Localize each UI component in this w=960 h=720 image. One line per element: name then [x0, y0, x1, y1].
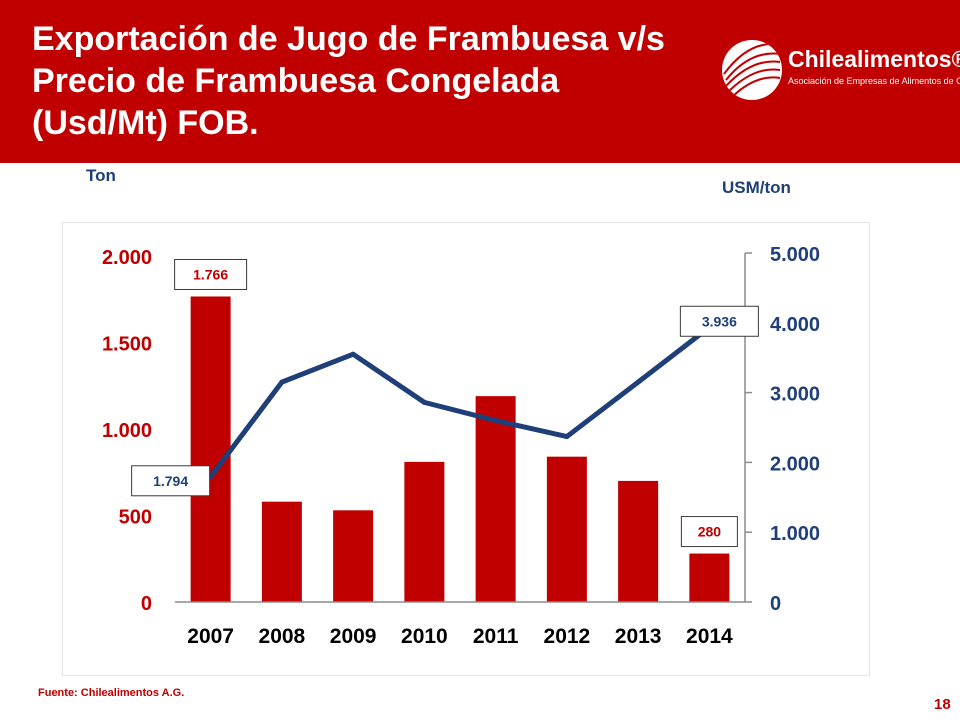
bar — [618, 480, 659, 602]
data-label-text: 280 — [698, 524, 722, 540]
x-axis-tick-label: 2007 — [187, 625, 234, 648]
logo-tagline: Asociación de Empresas de Alimentos de C… — [788, 76, 960, 86]
data-label-box — [131, 465, 211, 497]
x-axis-labels: 2007 2008 2009 2010 2011 2012 2013 2014 — [187, 625, 733, 648]
source-note: Fuente: Chilealimentos A.G. — [38, 687, 185, 699]
right-axis-tick-label: 3.000 — [770, 384, 820, 406]
bar — [190, 296, 231, 602]
data-label: 1.794 — [131, 465, 211, 497]
data-label-box — [174, 258, 248, 290]
right-axis-unit-label: USM/ton — [722, 178, 791, 197]
right-axis-tick-label: 5.000 — [770, 244, 820, 266]
price-line-series — [208, 324, 712, 480]
left-axis-tick-label: 1.500 — [102, 334, 152, 356]
data-label-box — [680, 516, 738, 548]
bar — [404, 461, 445, 602]
right-axis-tick-label: 0 — [770, 593, 781, 615]
left-axis-tick-label: 0 — [141, 593, 152, 615]
left-axis-unit-label: Ton — [86, 166, 116, 185]
right-axis-tick-label: 4.000 — [770, 314, 820, 336]
line-point — [350, 351, 356, 357]
bar — [475, 396, 516, 602]
x-axis-tick-label: 2013 — [615, 625, 662, 648]
logo-icon — [722, 40, 782, 100]
line-point — [279, 379, 285, 385]
data-label: 3.936 — [679, 305, 759, 337]
x-axis-tick-label: 2014 — [686, 625, 733, 648]
logo-name: Chilealimentos® — [788, 46, 960, 72]
data-label-text: 1.794 — [153, 473, 188, 489]
bar-series — [190, 296, 730, 602]
x-axis-tick-label: 2011 — [473, 625, 519, 648]
x-axis-tick-label: 2009 — [330, 625, 377, 648]
price-line — [208, 324, 712, 480]
bar — [333, 510, 374, 602]
title-banner — [0, 0, 960, 163]
x-axis-tick-label: 2010 — [401, 625, 448, 648]
chart-frame — [62, 222, 870, 676]
line-point — [564, 434, 570, 440]
right-axis-tick-label: 1.000 — [770, 523, 820, 545]
x-axis-tick-label: 2008 — [259, 625, 306, 648]
left-axis-tick-label: 2.000 — [102, 247, 152, 269]
right-axis-tick-label: 2.000 — [770, 453, 820, 475]
left-axis: 0 500 1.000 1.500 2.000 — [102, 247, 152, 615]
line-point — [635, 379, 641, 385]
data-label-text: 3.936 — [702, 313, 737, 329]
bar — [546, 456, 587, 602]
data-label-boxes: 1.766 280 1.794 3.936 — [131, 258, 759, 548]
data-label: 280 — [680, 516, 738, 548]
bar — [689, 553, 730, 602]
data-label-box — [679, 305, 759, 337]
slide-title: Exportación de Jugo de Frambuesa v/s Pre… — [32, 20, 665, 142]
line-point — [493, 418, 499, 424]
x-axis-tick-label: 2012 — [544, 625, 591, 648]
left-axis-tick-label: 1.000 — [102, 420, 152, 442]
page-number: 18 — [934, 696, 951, 713]
bar — [261, 501, 302, 602]
left-axis-tick-label: 500 — [119, 507, 152, 529]
chilealimentos-logo: Chilealimentos® Asociación de Empresas d… — [722, 40, 960, 102]
data-label-text: 1.766 — [193, 266, 228, 282]
data-label: 1.766 — [174, 258, 248, 290]
right-axis: 0 1.000 2.000 3.000 4.000 5.000 — [744, 244, 820, 615]
line-point — [421, 399, 427, 405]
